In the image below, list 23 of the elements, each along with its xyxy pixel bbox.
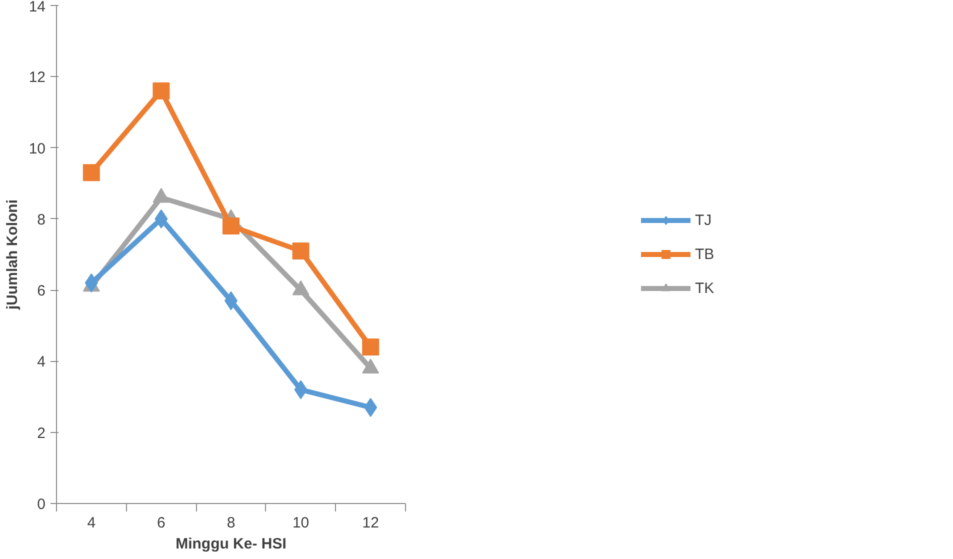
point [222,218,240,235]
x-axis-title: Minggu Ke- HSI [176,536,286,552]
legend-label: TB [695,246,715,262]
x-tick-label: 12 [362,514,379,532]
y-tick-label: 10 [28,140,46,158]
legend-label: TK [695,280,715,296]
y-tick-label: 2 [37,424,46,442]
y-tick-label: 6 [37,282,46,300]
point [82,164,100,182]
x-tick-label: 8 [226,514,236,532]
y-tick-label: 0 [37,496,46,513]
y-tick-label: 4 [37,354,46,371]
y-axis-title: jUumlah Koloni [4,200,21,310]
y-tick-label: 14 [28,0,46,16]
x-tick-label: 4 [87,514,96,532]
x-tick-label: 10 [292,514,310,532]
x-tick-label: 6 [157,514,166,532]
y-tick-label: 12 [28,69,46,86]
y-tick-label: 8 [37,211,46,228]
point [362,338,380,356]
legend-label: TJ [695,212,713,228]
point [152,82,170,100]
point [292,242,310,260]
